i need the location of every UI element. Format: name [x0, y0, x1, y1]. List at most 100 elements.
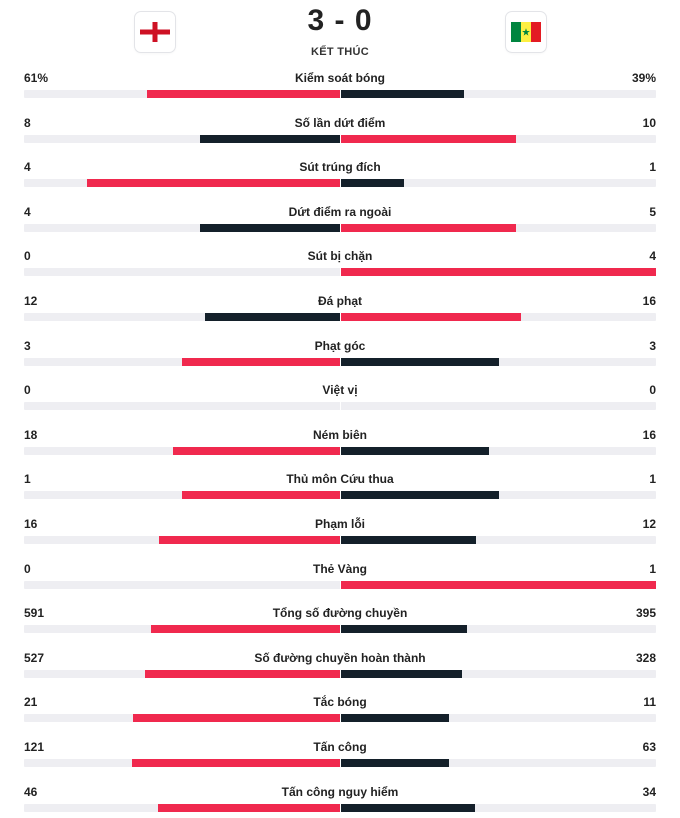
stat-name: Sút bị chặn	[307, 249, 373, 264]
stat-name: Tắc bóng	[313, 695, 367, 710]
home-stat-value: 4	[24, 204, 31, 219]
stat-bar-track	[24, 446, 656, 455]
away-stat-bar	[341, 223, 516, 232]
stat-name: Đá phạt	[317, 293, 362, 308]
stat-bar-divider	[340, 268, 341, 277]
stat-name: Thủ môn Cứu thua	[286, 472, 394, 487]
stat-bar-divider	[340, 758, 341, 767]
stat-row: 61% Kiểm soát bóng 39%	[0, 66, 680, 111]
home-stat-value: 4	[24, 160, 31, 175]
stat-bar-track	[24, 90, 656, 98]
home-stat-bar	[133, 714, 340, 723]
stat-row: 46 Tấn công nguy hiểm 34	[0, 780, 680, 818]
stat-name: Sút trúng đích	[299, 160, 381, 175]
stat-row: 591 Tổng số đường chuyền 395	[0, 601, 680, 646]
away-stat-bar	[341, 312, 521, 321]
stat-row: 0 Thẻ Vàng 1	[0, 557, 680, 602]
away-team-flag[interactable]	[506, 12, 546, 52]
home-stat-bar	[151, 625, 340, 634]
away-stat-value: 12	[642, 516, 656, 531]
stat-row: 1 Thủ môn Cứu thua 1	[0, 467, 680, 512]
stat-row: 0 Việt vị 0	[0, 378, 680, 423]
away-stat-bar	[341, 134, 516, 143]
stat-bar-track	[24, 803, 656, 812]
away-stat-value: 4	[649, 249, 656, 264]
home-stat-value: 527	[24, 650, 45, 665]
stat-bar-divider	[340, 669, 341, 678]
stat-bar-divider	[340, 535, 341, 544]
stat-bar-track	[24, 134, 656, 143]
away-stat-value: 34	[642, 784, 656, 799]
away-stat-bar	[341, 357, 499, 366]
home-stat-bar	[87, 179, 340, 188]
stat-bar-divider	[340, 179, 341, 188]
home-stat-bar	[200, 134, 340, 143]
match-status: KẾT THÚC	[310, 46, 369, 58]
stat-bar-divider	[340, 580, 341, 589]
home-stat-value: 8	[24, 115, 31, 130]
stat-name: Số đường chuyền hoàn thành	[254, 650, 426, 665]
away-stat-bar	[341, 90, 464, 98]
stat-row: 527 Số đường chuyền hoàn thành 328	[0, 646, 680, 691]
away-stat-value: 395	[635, 606, 656, 621]
home-team-flag[interactable]	[135, 12, 175, 52]
stat-name: Số lần dứt điểm	[294, 115, 386, 130]
home-stat-value: 121	[24, 739, 45, 754]
stat-row: 12 Đá phạt 16	[0, 289, 680, 334]
stat-bar-divider	[340, 402, 341, 411]
away-stat-value: 5	[649, 204, 656, 219]
stat-row: 3 Phạt góc 3	[0, 334, 680, 379]
stat-row: 21 Tắc bóng 11	[0, 690, 680, 735]
stat-row: 8 Số lần dứt điểm 10	[0, 111, 680, 156]
stat-name: Phạt góc	[314, 338, 366, 353]
stat-bar-divider	[340, 446, 341, 455]
stat-row: 4 Dứt điểm ra ngoài 5	[0, 200, 680, 245]
home-stat-bar	[159, 535, 340, 544]
stat-bar-track	[24, 669, 656, 678]
home-stat-bar	[158, 803, 340, 812]
stat-bar-track	[24, 312, 656, 321]
away-stat-value: 11	[643, 695, 656, 710]
home-stat-value: 61%	[24, 71, 49, 85]
stat-row: 18 Ném biên 16	[0, 423, 680, 468]
away-stat-bar	[341, 535, 476, 544]
stat-bar-track	[24, 223, 656, 232]
stat-name: Thẻ Vàng	[312, 561, 367, 576]
away-stat-value: 16	[642, 293, 656, 308]
away-stat-bar	[341, 803, 475, 812]
stat-name: Tấn công	[313, 739, 367, 754]
home-stat-value: 591	[24, 606, 45, 621]
stat-bar-divider	[340, 223, 341, 232]
home-stat-value: 21	[24, 695, 38, 710]
away-stat-bar	[341, 669, 462, 678]
home-stat-bar	[147, 90, 340, 98]
england-flag-icon	[140, 22, 170, 42]
stat-bar-divider	[340, 134, 341, 143]
away-stat-value: 3	[649, 338, 656, 353]
home-stat-bar	[205, 312, 340, 321]
away-stat-value: 328	[635, 650, 656, 665]
stat-bar-divider	[340, 90, 341, 98]
home-stat-bar	[132, 758, 340, 767]
home-stat-bar	[182, 357, 340, 366]
away-stat-value: 63	[642, 739, 656, 754]
stat-name: Ném biên	[312, 427, 367, 442]
stat-bar-track	[24, 758, 656, 767]
stat-name: Tổng số đường chuyền	[272, 606, 408, 621]
stat-name: Dứt điểm ra ngoài	[288, 204, 392, 219]
home-stat-bar	[173, 446, 340, 455]
stat-bar-track	[24, 357, 656, 366]
match-score: 3 - 0	[307, 4, 373, 37]
stat-row: 4 Sút trúng đích 1	[0, 155, 680, 200]
stat-bar-divider	[340, 714, 341, 723]
home-stat-bar	[182, 491, 340, 500]
stat-bar-track	[24, 580, 656, 589]
stat-name: Việt vị	[322, 383, 358, 398]
stat-bar-track	[24, 491, 656, 500]
stat-name: Kiểm soát bóng	[294, 71, 385, 85]
away-stat-bar	[341, 446, 489, 455]
away-stat-bar	[341, 491, 499, 500]
away-stat-bar	[341, 758, 449, 767]
home-stat-value: 18	[24, 427, 38, 442]
home-stat-value: 0	[24, 383, 31, 398]
